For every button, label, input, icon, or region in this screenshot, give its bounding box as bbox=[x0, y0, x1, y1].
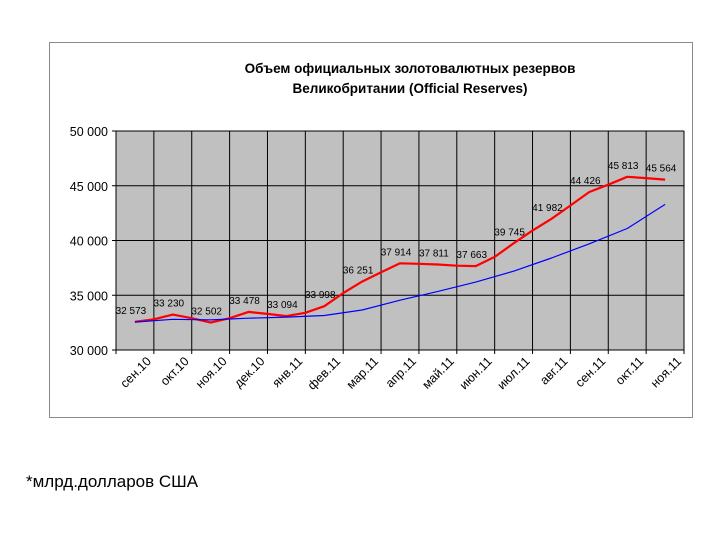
chart-svg: Объем официальных золотовалютных резерво… bbox=[70, 61, 685, 393]
y-tick-label: 50 000 bbox=[70, 125, 108, 139]
y-tick-label: 30 000 bbox=[70, 344, 108, 358]
data-label: 32 502 bbox=[191, 307, 222, 318]
x-tick-label: дек.10 bbox=[231, 354, 267, 390]
x-tick-label: июн.11 bbox=[457, 354, 495, 392]
x-tick-label: сен.10 bbox=[118, 354, 154, 390]
x-tick-label: май.11 bbox=[419, 354, 456, 391]
data-label: 44 426 bbox=[570, 176, 601, 187]
data-label: 45 813 bbox=[608, 161, 639, 172]
x-tick-label: сен.11 bbox=[573, 354, 609, 390]
data-label: 33 094 bbox=[267, 300, 298, 311]
data-label: 33 230 bbox=[154, 299, 185, 310]
x-tick-label: окт.10 bbox=[158, 354, 192, 388]
x-tick-label: мар.11 bbox=[344, 354, 381, 391]
x-tick-label: ноя.10 bbox=[193, 354, 230, 391]
x-tick-label: апр.11 bbox=[383, 354, 419, 390]
data-label: 37 811 bbox=[419, 248, 449, 259]
y-tick-label: 40 000 bbox=[70, 235, 108, 249]
x-tick-label: янв.11 bbox=[270, 354, 306, 390]
x-tick-label: авг.11 bbox=[537, 354, 570, 387]
y-tick-label: 35 000 bbox=[70, 289, 108, 303]
data-label: 39 745 bbox=[494, 227, 525, 238]
data-label: 41 982 bbox=[532, 203, 563, 214]
x-tick-label: июл.11 bbox=[495, 354, 533, 392]
x-tick-label: окт.11 bbox=[613, 354, 647, 388]
series-line-blue bbox=[134, 203, 666, 323]
x-tick-label: ноя.11 bbox=[648, 354, 684, 390]
data-label: 33 478 bbox=[229, 296, 260, 307]
data-label: 45 564 bbox=[646, 164, 677, 175]
data-label: 33 998 bbox=[305, 290, 336, 301]
x-tick-label: фев.11 bbox=[305, 354, 343, 392]
y-tick-label: 45 000 bbox=[70, 180, 108, 194]
footnote: *млрд.долларов США bbox=[26, 472, 199, 491]
chart-frame: Объем официальных золотовалютных резерво… bbox=[49, 42, 693, 418]
data-label: 36 251 bbox=[343, 266, 374, 277]
data-label: 37 663 bbox=[456, 250, 487, 261]
data-label: 32 573 bbox=[116, 306, 147, 317]
chart-title-line: Объем официальных золотовалютных резерво… bbox=[245, 61, 576, 76]
data-label: 37 914 bbox=[381, 247, 412, 258]
chart-title-line: Великобритании (Official Reserves) bbox=[292, 81, 527, 96]
